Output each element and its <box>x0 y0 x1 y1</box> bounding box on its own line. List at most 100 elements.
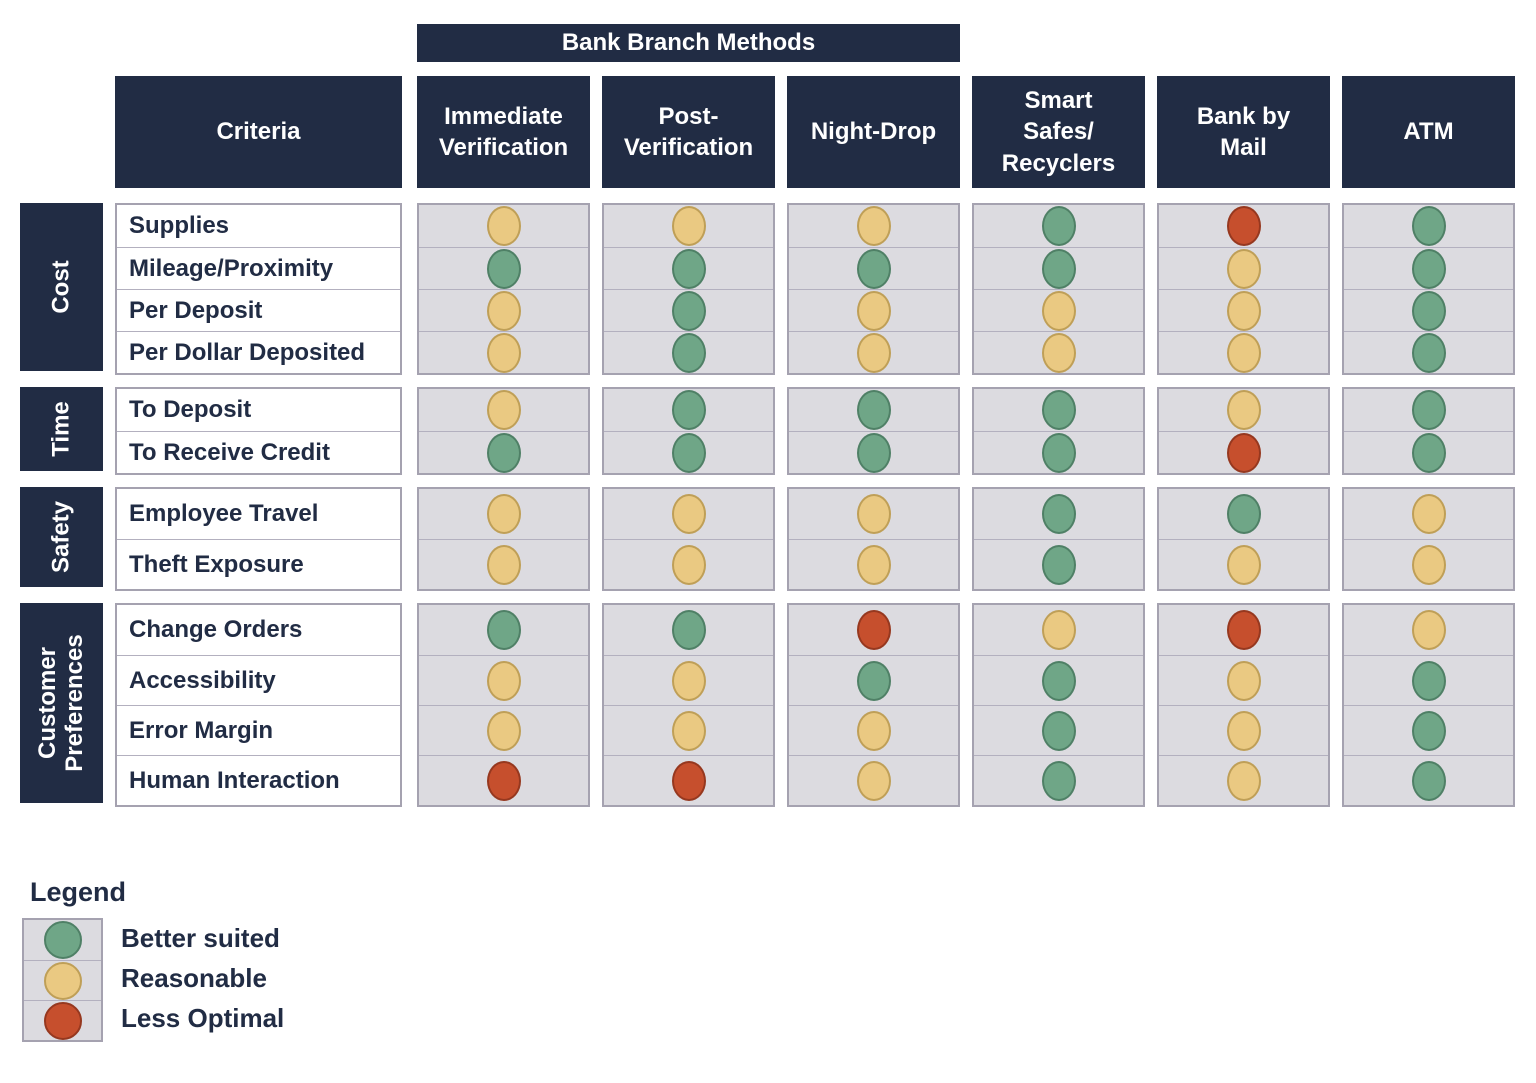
rating-dot-better <box>1041 432 1076 473</box>
rating-dot-reasonable <box>486 206 521 246</box>
legend-dot-better <box>43 921 82 959</box>
legend-label: Reasonable <box>121 962 267 993</box>
rating-cell <box>789 705 958 755</box>
rating-dot-reasonable <box>671 660 706 701</box>
method-header: Post- Verification <box>602 76 775 188</box>
rating-cell <box>789 331 958 373</box>
rating-dot-reasonable <box>1226 390 1261 430</box>
method-block <box>602 603 775 807</box>
rating-dot-reasonable <box>671 544 706 585</box>
rating-dot-reasonable <box>1041 610 1076 650</box>
rating-dot-reasonable <box>1226 544 1261 585</box>
rating-dot-reasonable <box>856 710 891 751</box>
rating-cell <box>974 489 1143 539</box>
rating-dot-better <box>671 432 706 473</box>
rating-cell <box>974 605 1143 655</box>
rating-dot-better <box>1411 248 1446 289</box>
group-label: Safety <box>20 487 103 587</box>
criteria-header: Criteria <box>115 76 402 188</box>
criteria-block: Employee Travel Theft Exposure <box>115 487 402 591</box>
rating-dot-better <box>1041 710 1076 751</box>
group-label: Cost <box>20 203 103 371</box>
rating-dot-better <box>1226 494 1261 534</box>
rating-dot-better <box>1041 390 1076 430</box>
rating-cell <box>1344 389 1513 431</box>
rating-cell <box>604 655 773 705</box>
rating-cell <box>974 655 1143 705</box>
rating-dot-better <box>856 390 891 430</box>
method-header: Night-Drop <box>787 76 960 188</box>
rating-dot-less <box>856 610 891 650</box>
method-block <box>972 203 1145 375</box>
method-block <box>417 387 590 475</box>
criterion-cell: Per Dollar Deposited <box>117 331 400 373</box>
rating-dot-better <box>1041 660 1076 701</box>
rating-cell <box>604 431 773 473</box>
rating-dot-better <box>1411 390 1446 430</box>
rating-dot-better <box>1411 760 1446 801</box>
banner-bank-branch-methods: Bank Branch Methods <box>417 24 960 62</box>
rating-dot-reasonable <box>1226 332 1261 373</box>
rating-dot-reasonable <box>1226 290 1261 331</box>
rating-cell <box>419 539 588 589</box>
rating-dot-reasonable <box>1226 710 1261 751</box>
rating-dot-reasonable <box>856 290 891 331</box>
rating-dot-better <box>1041 206 1076 246</box>
method-block <box>417 487 590 591</box>
rating-cell <box>1159 389 1328 431</box>
rating-cell <box>1159 205 1328 247</box>
rating-dot-reasonable <box>856 206 891 246</box>
rating-dot-reasonable <box>486 544 521 585</box>
method-block <box>1157 203 1330 375</box>
rating-cell <box>974 431 1143 473</box>
method-header: Smart Safes/ Recyclers <box>972 76 1145 188</box>
rating-dot-reasonable <box>1411 544 1446 585</box>
rating-dot-better <box>1411 332 1446 373</box>
rating-cell <box>1344 605 1513 655</box>
method-block <box>602 487 775 591</box>
rating-dot-reasonable <box>486 494 521 534</box>
rating-cell <box>1159 539 1328 589</box>
matrix-body: Cost Supplies Mileage/Proximity Per Deposit… <box>0 203 1536 807</box>
rating-dot-better <box>671 610 706 650</box>
rating-cell <box>604 389 773 431</box>
rating-dot-better <box>486 610 521 650</box>
rating-dot-reasonable <box>486 710 521 751</box>
rating-cell <box>604 247 773 289</box>
rating-cell <box>789 489 958 539</box>
rating-cell <box>419 247 588 289</box>
rating-dot-less <box>1226 206 1261 246</box>
rating-cell <box>604 539 773 589</box>
method-block <box>972 487 1145 591</box>
rating-cell <box>789 655 958 705</box>
legend-label: Better suited <box>121 922 280 953</box>
rating-cell <box>974 389 1143 431</box>
rating-cell <box>604 289 773 331</box>
rating-cell <box>974 205 1143 247</box>
rating-dot-reasonable <box>486 332 521 373</box>
rating-cell <box>1344 331 1513 373</box>
rating-dot-reasonable <box>671 710 706 751</box>
rating-dot-better <box>1411 206 1446 246</box>
rating-dot-reasonable <box>486 390 521 430</box>
rating-cell <box>604 489 773 539</box>
rating-cell <box>419 205 588 247</box>
matrix-group: Time To Deposit To Receive Credit <box>20 387 1536 475</box>
legend-swatch <box>24 1000 101 1040</box>
rating-cell <box>974 539 1143 589</box>
rating-cell <box>789 247 958 289</box>
method-block <box>1342 487 1515 591</box>
legend-dot-less <box>43 1001 82 1040</box>
rating-dot-reasonable <box>1226 248 1261 289</box>
rating-dot-better <box>486 432 521 473</box>
matrix-group: Safety Employee Travel Theft Exposure <box>20 487 1536 591</box>
banner-row: Bank Branch Methods <box>417 24 1536 62</box>
rating-cell <box>789 755 958 805</box>
criterion-cell: Theft Exposure <box>117 539 400 589</box>
legend-title: Legend <box>30 877 127 907</box>
rating-cell <box>974 331 1143 373</box>
group-label-text: Cost <box>47 260 75 314</box>
rating-dot-less <box>1226 610 1261 650</box>
rating-dot-reasonable <box>856 760 891 801</box>
rating-cell <box>419 389 588 431</box>
